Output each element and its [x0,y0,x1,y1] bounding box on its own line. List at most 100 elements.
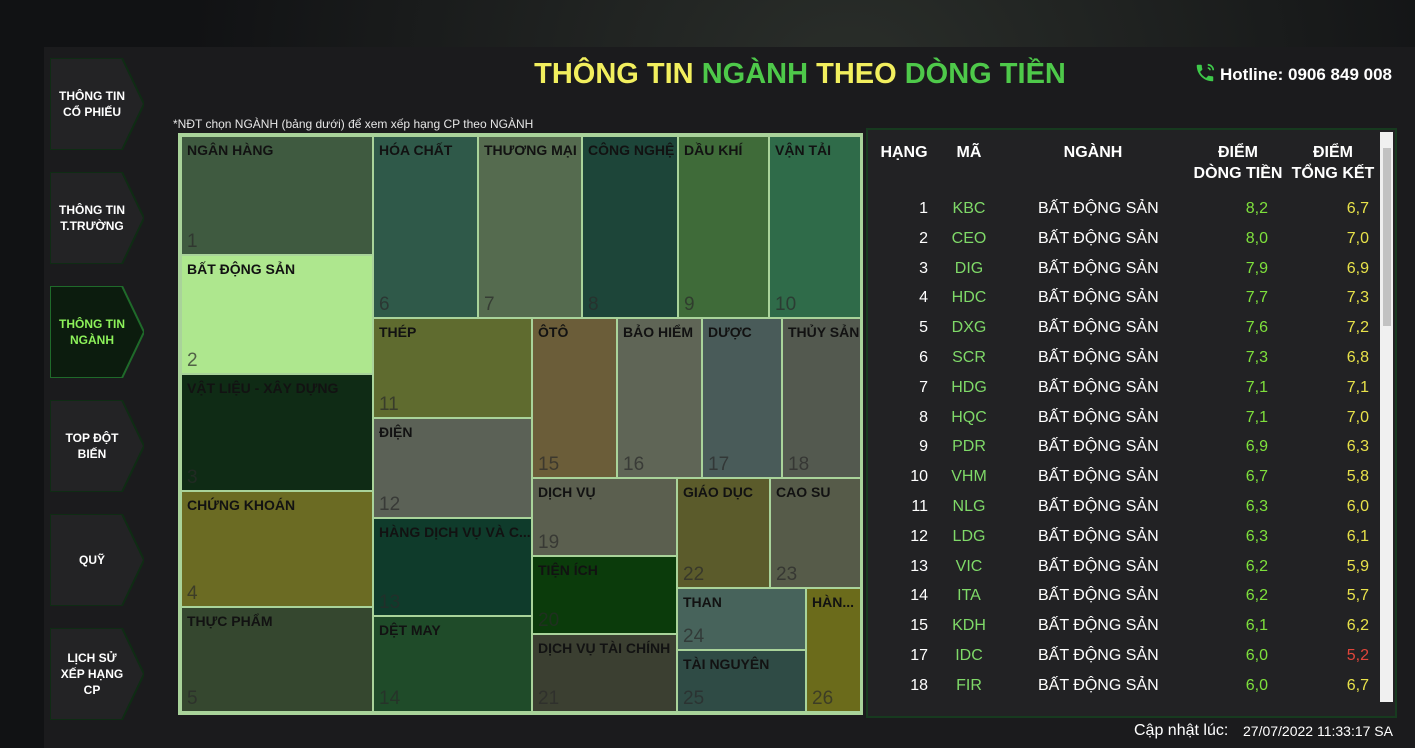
nav-shape [50,172,144,264]
tile-rank: 12 [379,494,401,515]
table-cell[interactable]: HDC [951,289,987,307]
title-part: THÔNG TIN [534,58,694,90]
table-cell[interactable]: ITA [957,587,981,605]
treemap-tile[interactable]: VẬN TẢI 10 [770,137,860,317]
table-cell: BẤT ĐỘNG SẢN [1038,498,1159,515]
tile-rank: 21 [538,688,560,709]
table-cell: BẤT ĐỘNG SẢN [1038,289,1159,307]
nav-button[interactable]: QUỸ [50,514,144,606]
tile-rank: 25 [683,688,705,709]
table-cell: 8,0 [1245,229,1268,247]
treemap-tile[interactable]: CAO SU 23 [771,479,860,587]
table-cell[interactable]: IDC [955,647,983,664]
nav-button[interactable]: THÔNG TIN NGÀNH [50,286,144,378]
table-cell: 7 [919,378,928,396]
phone-icon [1196,63,1215,82]
tile-rank: 2 [187,350,198,371]
table-cell[interactable]: FIR [956,676,982,694]
treemap-tile[interactable]: CHỨNG KHOÁN 4 [182,492,372,606]
table-cell[interactable]: KBC [952,200,986,217]
tile-rank: 10 [775,294,797,315]
hotline[interactable]: Hotline: 0906 849 008 [1220,65,1392,84]
page-title: THÔNG TIN NGÀNH THEO DÒNG TIỀN [440,58,1160,91]
table-cell: 7,3 [1346,289,1369,307]
tile-rank: 13 [379,592,401,613]
table-cell: 6,9 [1245,438,1268,456]
column-header: HẠNG [872,142,936,163]
nav-label: THÔNG TIN T.TRƯỜNG [59,203,125,233]
table-cell: BẤT ĐỘNG SẢN [1038,319,1159,337]
table-cell: BẤT ĐỘNG SẢN [1038,617,1159,635]
tile-rank: 22 [683,564,705,585]
table-cell: 17 [910,647,928,664]
ranking-table: HẠNG MÃ NGÀNH ĐIỂM DÒNG TIỀN ĐIỂM TỔNG KẾT 1 KBC… [866,128,1397,718]
table-cell[interactable]: HQC [951,408,987,426]
treemap-tile[interactable]: THỦY SẢN 18 [783,319,860,477]
treemap-tile[interactable]: THAN 24 [678,589,805,649]
tile-label: BẢO HIỂM [623,324,693,340]
title-part: DÒNG TIỀN [904,58,1066,90]
table-cell[interactable]: NLG [952,498,986,515]
treemap-tile[interactable]: CÔNG NGHỆ 8 [583,137,677,317]
table-cell[interactable]: DIG [954,259,984,277]
treemap-tile[interactable]: THỰC PHẨM 5 [182,608,372,711]
treemap-tile[interactable]: DẦU KHÍ 9 [679,137,768,317]
treemap-tile[interactable]: TIỆN ÍCH 20 [533,557,676,633]
treemap-tile[interactable]: TÀI NGUYÊN 25 [678,651,805,711]
tile-rank: 19 [538,532,560,553]
column-header: ĐIỂM DÒNG TIỀN [1178,142,1298,184]
table-cell[interactable]: PDR [952,438,986,456]
treemap-tile[interactable]: BẤT ĐỘNG SẢN 2 [182,256,372,373]
tile-rank: 16 [623,454,645,475]
treemap-tile[interactable]: BẢO HIỂM 16 [618,319,701,477]
tile-rank: 4 [187,583,198,604]
treemap-tile[interactable]: HÀN... 26 [807,589,860,711]
scrollbar-thumb[interactable] [1383,148,1391,326]
update-label: Cập nhật lúc: [1134,722,1229,739]
table-cell[interactable]: CEO [951,229,987,247]
table-cell[interactable]: SCR [952,349,986,366]
treemap-tile[interactable]: ĐIỆN 12 [374,419,531,517]
treemap-tile[interactable]: GIÁO DỤC 22 [678,479,769,587]
table-cell[interactable]: LDG [952,527,986,545]
table-cell: 6,7 [1245,468,1268,486]
table-cell: 5,9 [1346,557,1369,575]
tile-rank: 24 [683,626,705,647]
tile-label: THAN [683,594,722,610]
table-cell[interactable]: VIC [955,557,983,575]
tile-label: THỦY SẢN [788,324,860,340]
table-cell[interactable]: KDH [952,617,986,635]
tile-rank: 3 [187,467,198,488]
treemap-tile[interactable]: DỆT MAY 14 [374,617,531,711]
nav-button[interactable]: THÔNG TIN T.TRƯỜNG [50,172,144,264]
treemap: NGÂN HÀNG 1 BẤT ĐỘNG SẢN 2 VẬT LIỆU - XÂY DỰ… [178,133,863,715]
nav-label: TOP ĐỘT BIẾN [65,431,119,461]
treemap-tile[interactable]: NGÂN HÀNG 1 [182,137,372,254]
header-line: ĐIỂM [1313,144,1353,161]
table-cell: 7,2 [1346,319,1369,337]
table-cell: BẤT ĐỘNG SẢN [1038,229,1159,247]
treemap-tile[interactable]: VẬT LIỆU - XÂY DỰNG 3 [182,375,372,490]
treemap-tile[interactable]: THƯƠNG MẠI 7 [479,137,581,317]
treemap-tile[interactable]: DƯỢC 17 [703,319,781,477]
table-cell: BẤT ĐỘNG SẢN [1038,438,1159,456]
tile-label: THÉP [379,324,417,340]
treemap-tile[interactable]: DỊCH VỤ TÀI CHÍNH 21 [533,635,676,711]
treemap-tile[interactable]: ÔTÔ 15 [533,319,616,477]
treemap-tile[interactable]: HÀNG DỊCH VỤ VÀ C... 13 [374,519,531,615]
treemap-tile[interactable]: THÉP 11 [374,319,531,417]
nav-shape [50,400,144,492]
nav-button[interactable]: TOP ĐỘT BIẾN [50,400,144,492]
tile-rank: 18 [788,454,810,475]
table-cell: BẤT ĐỘNG SẢN [1038,408,1159,426]
nav-button[interactable]: THÔNG TIN CỔ PHIẾU [50,58,144,150]
nav-button[interactable]: LỊCH SỬ XẾP HẠNG CP [50,628,144,720]
table-cell[interactable]: DXG [951,319,987,337]
treemap-tile[interactable]: DỊCH VỤ 19 [533,479,676,555]
tile-label: DỊCH VỤ [538,484,596,500]
table-cell: 6,0 [1346,498,1369,515]
treemap-tile[interactable]: HÓA CHẤT 6 [374,137,477,317]
table-cell: 8,2 [1245,200,1268,217]
table-cell[interactable]: VHM [951,468,987,486]
table-cell[interactable]: HDG [951,378,987,396]
